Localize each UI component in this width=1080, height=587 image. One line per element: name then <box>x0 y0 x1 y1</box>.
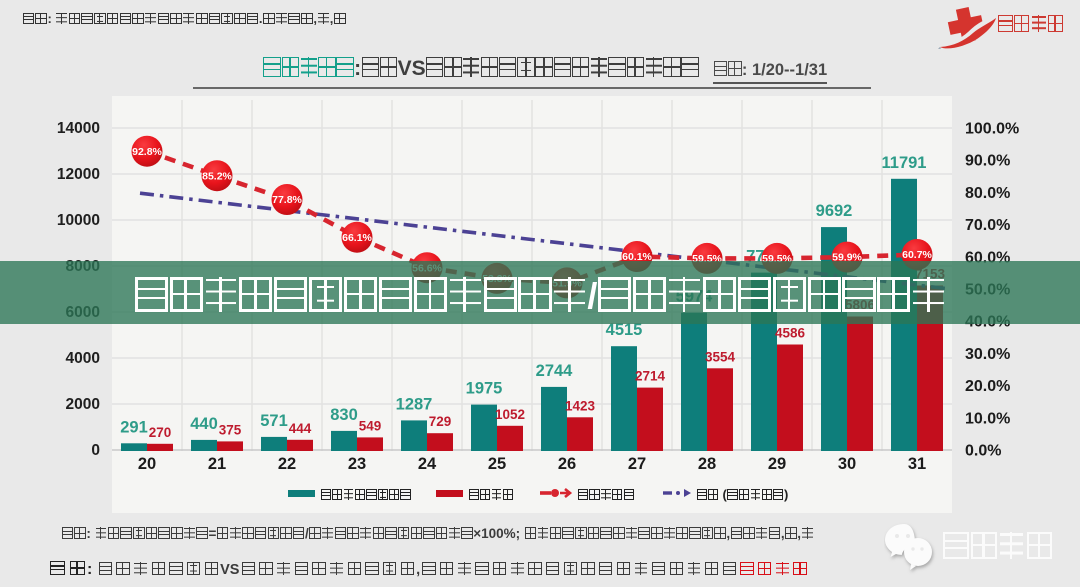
svg-text:24: 24 <box>418 455 437 473</box>
svg-text:1052: 1052 <box>495 407 525 422</box>
svg-text:28: 28 <box>698 455 716 473</box>
svg-text:2000: 2000 <box>66 396 100 413</box>
svg-text:92.8%: 92.8% <box>132 146 162 158</box>
svg-text:1975: 1975 <box>466 380 503 398</box>
svg-text:291: 291 <box>120 418 148 436</box>
svg-text:0: 0 <box>91 442 100 459</box>
svg-text:23: 23 <box>348 455 366 473</box>
svg-text:4000: 4000 <box>66 350 100 367</box>
svg-text:4586: 4586 <box>775 326 806 341</box>
svg-text:70.0%: 70.0% <box>965 217 1010 234</box>
svg-text:66.1%: 66.1% <box>342 232 372 244</box>
svg-text:22: 22 <box>278 455 296 473</box>
svg-text:30.0%: 30.0% <box>965 346 1010 363</box>
svg-text:11791: 11791 <box>882 154 927 172</box>
svg-text:729: 729 <box>429 414 452 429</box>
svg-text:444: 444 <box>289 421 312 436</box>
svg-text:2744: 2744 <box>536 362 574 380</box>
svg-text:20.0%: 20.0% <box>965 378 1010 395</box>
svg-text:29: 29 <box>768 455 786 473</box>
svg-text:12000: 12000 <box>57 166 100 183</box>
svg-text:2714: 2714 <box>635 369 666 384</box>
svg-text:31: 31 <box>908 455 926 473</box>
svg-text:80.0%: 80.0% <box>965 185 1010 202</box>
svg-text:30: 30 <box>838 455 856 473</box>
svg-text:375: 375 <box>219 422 242 437</box>
svg-text:26: 26 <box>558 455 576 473</box>
svg-text:571: 571 <box>260 412 288 430</box>
svg-text:1287: 1287 <box>396 395 433 413</box>
svg-text:100.0%: 100.0% <box>965 121 1019 138</box>
svg-text:21: 21 <box>208 455 226 473</box>
svg-text:20: 20 <box>138 455 156 473</box>
svg-text:3554: 3554 <box>705 349 736 364</box>
svg-text:27: 27 <box>628 455 646 473</box>
svg-text:90.0%: 90.0% <box>965 153 1010 170</box>
svg-text:9692: 9692 <box>816 202 853 220</box>
svg-text:25: 25 <box>488 455 506 473</box>
svg-text:85.2%: 85.2% <box>202 170 232 182</box>
svg-text:549: 549 <box>359 418 382 433</box>
svg-text:4515: 4515 <box>606 321 643 339</box>
svg-text:14000: 14000 <box>57 120 100 137</box>
svg-text:1423: 1423 <box>565 398 596 413</box>
svg-text:10000: 10000 <box>57 212 100 229</box>
svg-text:270: 270 <box>149 425 172 440</box>
svg-text:59.9%: 59.9% <box>832 252 862 264</box>
svg-text:77.8%: 77.8% <box>272 194 302 206</box>
svg-text:0.0%: 0.0% <box>965 443 1001 460</box>
svg-text:440: 440 <box>190 415 218 433</box>
svg-text:830: 830 <box>330 406 358 424</box>
svg-text:60.7%: 60.7% <box>902 249 932 261</box>
svg-text:10.0%: 10.0% <box>965 410 1010 427</box>
svg-text:60.1%: 60.1% <box>622 251 652 263</box>
